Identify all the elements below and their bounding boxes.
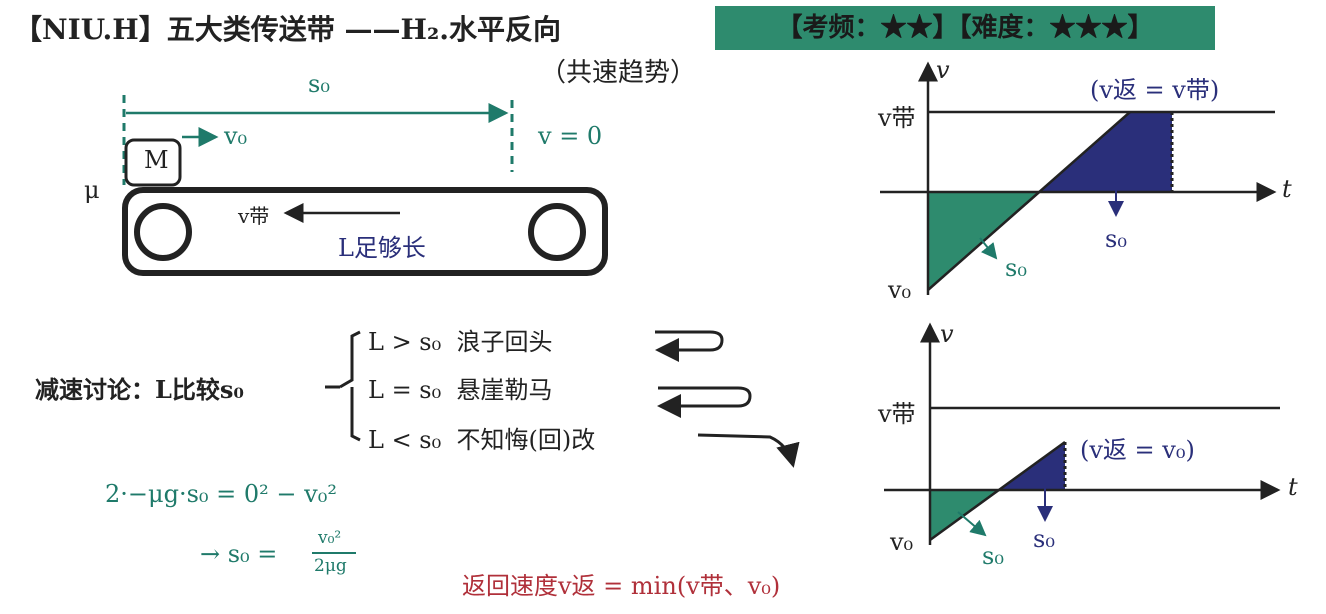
kinematic-equation: 2·−μg·s₀ = 0² − v₀² xyxy=(105,480,337,508)
brace xyxy=(325,330,361,442)
page-title: 【NIU.H】五大类传送带 ——H₂.水平反向 xyxy=(14,13,561,46)
conveyor-belt xyxy=(122,187,608,276)
case-description: 悬崖勒马 xyxy=(456,376,553,404)
s0-result-lhs: → s₀ = xyxy=(200,540,278,568)
belt-speed-label: v带 xyxy=(238,204,270,228)
difficulty-banner: 【考频：★★】【难度：★★★】 xyxy=(715,6,1215,50)
graph1-s0-positive: s₀ xyxy=(1105,225,1127,253)
case-condition: L < s₀ xyxy=(368,426,442,454)
fall-arrow xyxy=(697,433,800,468)
case-condition: L > s₀ xyxy=(368,328,442,356)
discussion-label: 减速讨论：L比较s₀ xyxy=(35,375,244,404)
graph-1 xyxy=(880,61,1277,295)
block-m xyxy=(124,138,182,187)
case-description: 浪子回头 xyxy=(456,328,553,356)
graph2-note: (v返 = v₀) xyxy=(1080,436,1195,464)
graph2-s0-positive: s₀ xyxy=(1033,525,1055,553)
graph2-belt-speed-label: v带 xyxy=(878,400,916,428)
graph1-s0-negative: s₀ xyxy=(1005,254,1027,282)
return-speed-formula: 返回速度v返 = min(v带、v₀) xyxy=(462,572,781,600)
return-arrow-2 xyxy=(657,386,752,418)
case-3: L < s₀ 不知悔(回)改 xyxy=(368,420,595,455)
graph2-v-axis-label: v xyxy=(940,320,954,348)
case-2: L = s₀ 悬崖勒马 xyxy=(368,370,553,405)
positive-area xyxy=(1040,112,1172,192)
block-label: M xyxy=(144,146,169,174)
velocity-line xyxy=(929,440,1066,542)
case-description: 不知悔(回)改 xyxy=(456,426,596,454)
graph2-t-axis-label: t xyxy=(1288,473,1298,501)
graph1-v-axis-label: v xyxy=(936,56,950,84)
fraction-numerator: v₀² xyxy=(318,528,342,548)
graph-2 xyxy=(884,322,1281,545)
v0-label: v₀ xyxy=(224,122,248,150)
case-condition: L = s₀ xyxy=(368,376,442,404)
s0-label: s₀ xyxy=(308,70,330,98)
graph1-t-axis-label: t xyxy=(1282,175,1292,203)
length-note: L足够长 xyxy=(338,234,426,262)
return-arrow-1 xyxy=(655,330,724,362)
right-roller xyxy=(528,203,586,261)
graph1-belt-speed-label: v带 xyxy=(878,104,916,132)
mu-label: μ xyxy=(84,176,100,204)
subtitle: （共速趋势） xyxy=(540,58,697,88)
graph2-v0-label: v₀ xyxy=(890,528,914,556)
v-zero-label: v = 0 xyxy=(538,122,603,150)
case-1: L > s₀ 浪子回头 xyxy=(368,322,553,357)
graph1-note: (v返 = v带) xyxy=(1090,76,1220,104)
graph2-s0-negative: s₀ xyxy=(982,542,1004,570)
velocity-line xyxy=(927,111,1131,291)
fraction-denominator: 2μg xyxy=(314,556,347,576)
left-roller xyxy=(134,203,192,261)
graph1-v0-label: v₀ xyxy=(888,276,912,304)
